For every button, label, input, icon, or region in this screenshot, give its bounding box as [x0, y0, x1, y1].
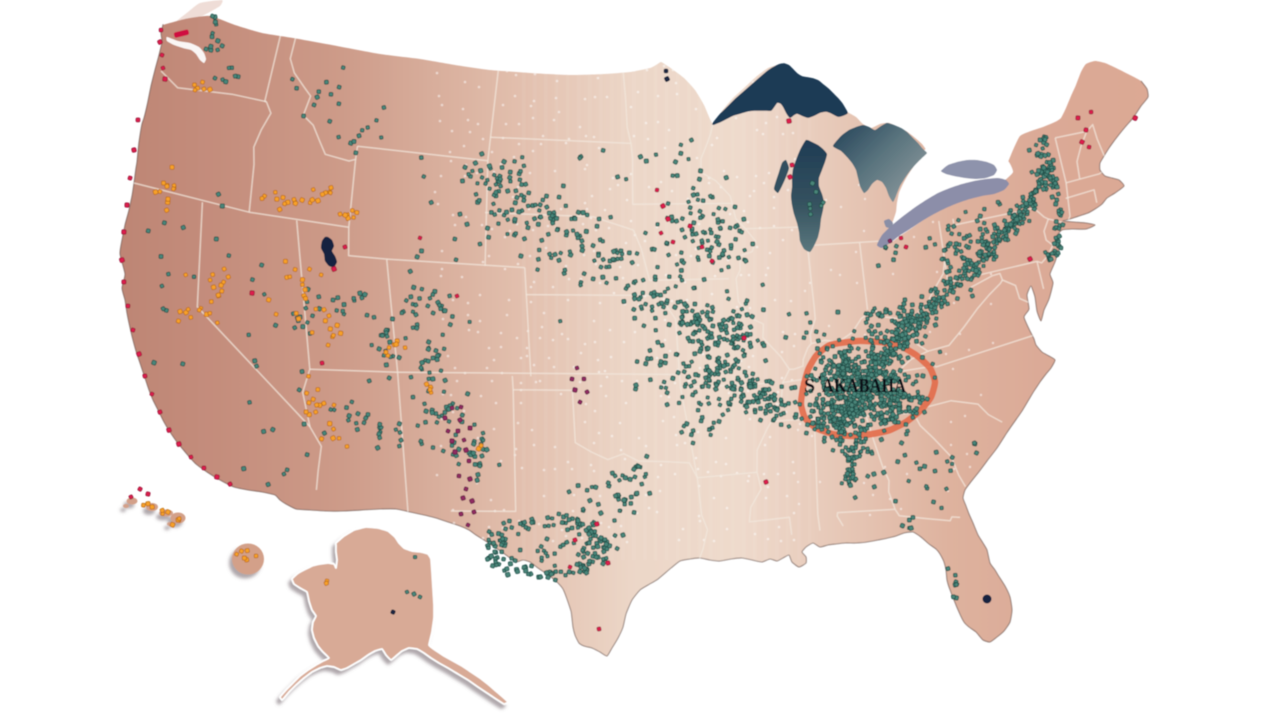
svg-text:S: S	[804, 375, 815, 397]
svg-text:AKABAHA: AKABAHA	[822, 375, 906, 397]
